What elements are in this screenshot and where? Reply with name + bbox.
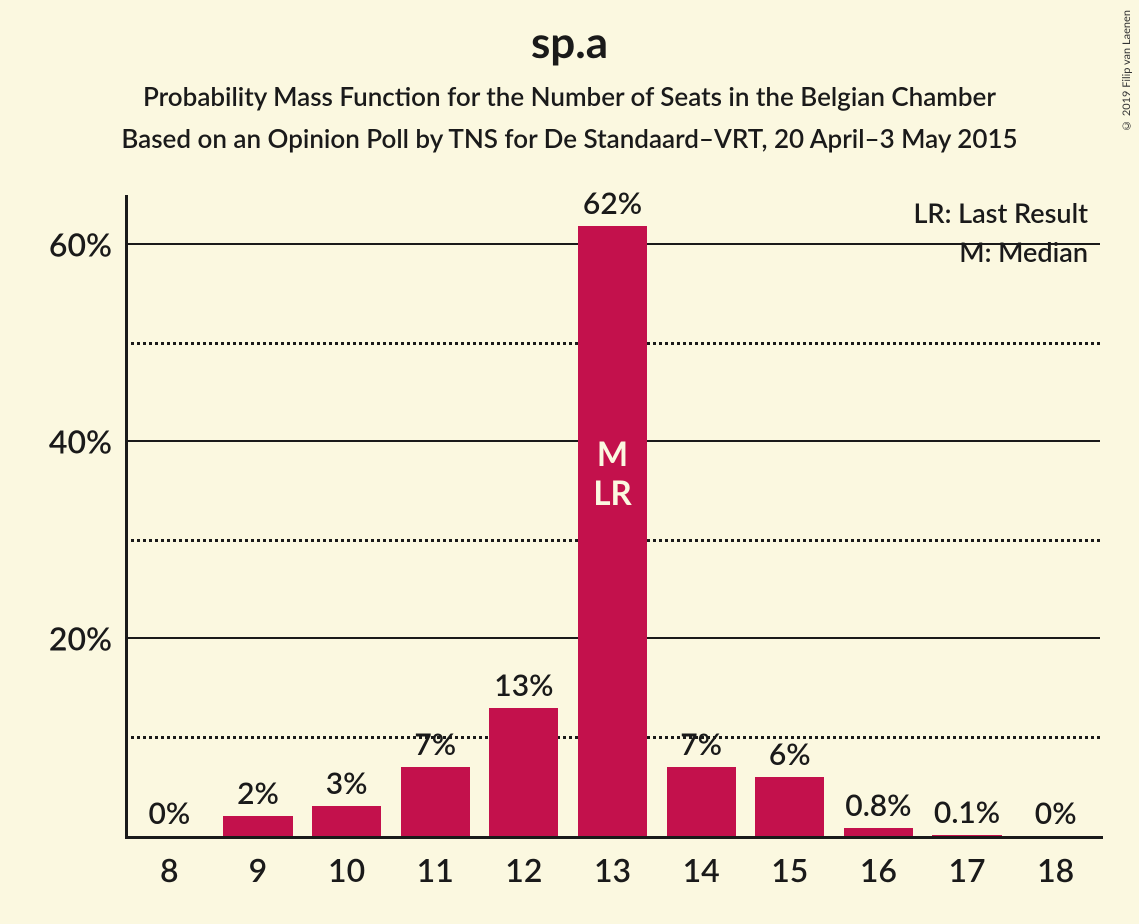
bar — [844, 828, 913, 836]
legend-lr: LR: Last Result — [913, 193, 1088, 232]
chart-plot-area: LR: Last Result M: Median 20%40%60%80%92… — [125, 195, 1100, 835]
x-tick-label: 15 — [771, 850, 808, 889]
y-tick-label: 60% — [49, 225, 112, 264]
bar-value-label: 3% — [326, 765, 368, 801]
bar — [667, 767, 736, 836]
legend-m: M: Median — [913, 232, 1088, 271]
bar-inner-annotation: MLR — [593, 435, 631, 514]
x-axis — [125, 836, 1103, 839]
bar — [932, 835, 1001, 836]
bar-value-label: 0.8% — [845, 787, 911, 823]
bar — [401, 767, 470, 836]
y-tick-label: 40% — [49, 422, 112, 461]
last-result-marker: LR — [593, 474, 631, 514]
bar-value-label: 13% — [494, 667, 553, 703]
x-tick-label: 11 — [417, 850, 454, 889]
bar-value-label: 7% — [414, 726, 456, 762]
bar-value-label: 6% — [769, 736, 811, 772]
bar-value-label: 2% — [237, 775, 279, 811]
x-tick-label: 18 — [1037, 850, 1074, 889]
bar — [489, 708, 558, 836]
x-tick-label: 16 — [860, 850, 897, 889]
bar-value-label: 0.1% — [934, 794, 1000, 830]
chart-subtitle-1: Probability Mass Function for the Number… — [0, 80, 1139, 112]
bar — [223, 816, 292, 836]
x-tick-label: 12 — [505, 850, 542, 889]
bar-value-label: 62% — [583, 185, 642, 221]
bar-value-label: 0% — [148, 795, 190, 831]
bar-value-label: 0% — [1035, 795, 1077, 831]
x-tick-label: 10 — [328, 850, 365, 889]
bar — [578, 226, 647, 836]
bar — [312, 806, 381, 836]
x-tick-label: 13 — [594, 850, 631, 889]
median-marker: M — [593, 435, 631, 475]
bar — [755, 777, 824, 836]
x-tick-label: 9 — [249, 850, 268, 889]
chart-title: sp.a — [0, 0, 1139, 68]
x-tick-label: 17 — [948, 850, 985, 889]
legend: LR: Last Result M: Median — [913, 193, 1088, 271]
bar-value-label: 7% — [680, 726, 722, 762]
x-tick-label: 14 — [683, 850, 720, 889]
x-tick-label: 8 — [160, 850, 179, 889]
y-tick-label: 20% — [49, 619, 112, 658]
chart-subtitle-2: Based on an Opinion Poll by TNS for De S… — [0, 122, 1139, 154]
y-axis — [125, 195, 128, 839]
copyright-text: © 2019 Filip van Laenen — [1120, 10, 1133, 132]
